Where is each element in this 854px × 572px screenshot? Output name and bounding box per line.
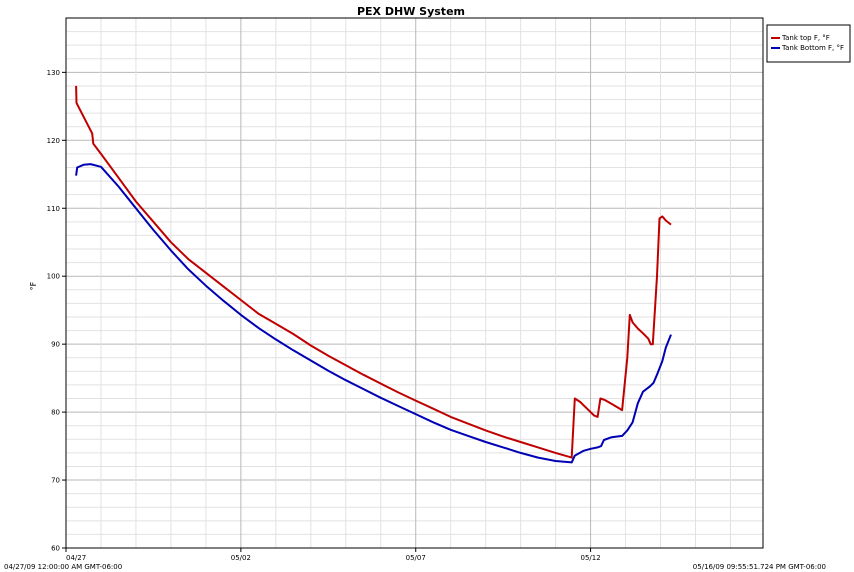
- y-axis-title: °F: [29, 281, 38, 290]
- x-tick-label: 05/02: [231, 554, 251, 562]
- grid: [66, 18, 763, 549]
- legend-label-tank-top: Tank top F, °F: [781, 34, 830, 42]
- series-lines: [75, 85, 672, 464]
- y-tick-label: 90: [51, 341, 60, 349]
- y-axis: 60 70 80 90 100 110 120 130: [47, 69, 66, 553]
- x-tick-label: 05/12: [580, 554, 600, 562]
- x-end-label: 05/16/09 09:55:51.724 PM GMT-06:00: [693, 563, 826, 571]
- x-tick-label: 05/07: [406, 554, 426, 562]
- x-start-label: 04/27/09 12:00:00 AM GMT-06:00: [4, 563, 122, 571]
- y-tick-label: 120: [47, 137, 60, 145]
- x-axis: 04/27 05/02 05/07 05/12: [65, 548, 601, 562]
- chart-title: PEX DHW System: [357, 5, 465, 18]
- y-tick-label: 80: [51, 409, 60, 417]
- legend-label-tank-bottom: Tank Bottom F, °F: [781, 44, 844, 52]
- y-tick-label: 100: [47, 273, 60, 281]
- y-tick-label: 110: [47, 205, 60, 213]
- legend: Tank top F, °F Tank Bottom F, °F: [766, 24, 851, 63]
- legend-box: [766, 24, 851, 63]
- y-tick-label: 60: [51, 545, 60, 553]
- series-line-tank-top: [75, 85, 672, 459]
- x-tick-label: 04/27: [66, 554, 86, 562]
- plot-area: [65, 17, 764, 549]
- y-tick-label: 130: [47, 69, 60, 77]
- series-line-tank-bottom: [75, 163, 672, 464]
- y-tick-label: 70: [51, 477, 60, 485]
